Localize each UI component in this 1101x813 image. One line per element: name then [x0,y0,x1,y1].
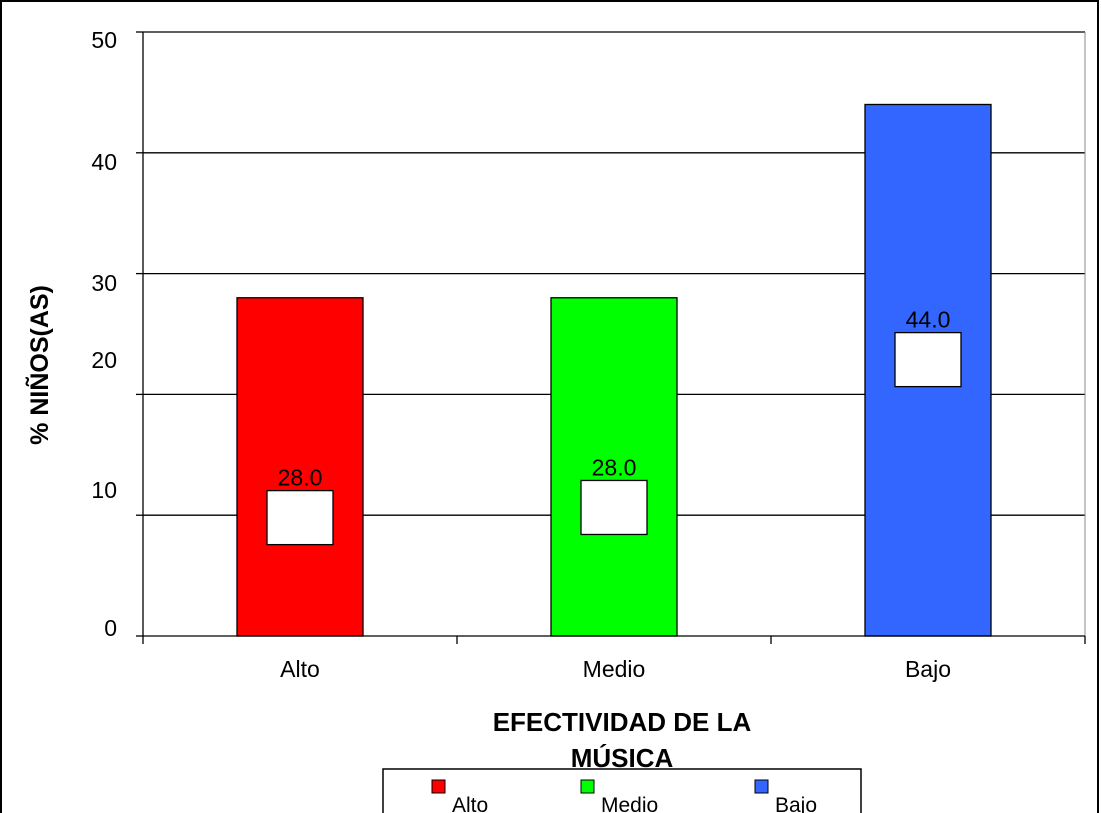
y-axis-title: % NIÑOS(AS) [24,285,54,445]
data-label: 44.0 [906,307,951,333]
bars [236,103,992,637]
y-tick-label: 20 [91,347,117,373]
data-label: 28.0 [278,465,323,491]
y-tick-label: 50 [91,27,117,53]
y-tick-label: 30 [91,270,117,296]
y-tick-label: 0 [104,615,117,641]
y-tick-label: 10 [91,477,117,503]
x-tick-label: Medio [583,656,646,682]
data-label: 28.0 [592,454,637,480]
data-label-box [580,479,648,536]
y-tick-labels: 0 10 20 30 40 50 [91,27,117,641]
data-label-box [266,489,334,546]
legend-label-alto: Alto [452,794,488,813]
legend-swatch-alto [431,779,446,794]
data-labels: 28.0 28.0 44.0 [266,307,962,546]
data-label-box [894,331,962,388]
x-tick-labels: Alto Medio Bajo [280,656,951,682]
x-axis-title-line-1: EFECTIVIDAD DE LA [493,707,752,737]
legend-swatch-bajo [754,779,769,794]
x-axis-title-line-2: MÚSICA [571,743,674,773]
legend-box [382,768,862,813]
x-tick-label: Bajo [905,656,951,682]
y-tick-label: 40 [91,149,117,175]
legend-label-bajo: Bajo [775,794,817,813]
legend: Alto Medio Bajo [382,768,862,813]
legend-swatch-medio [580,779,595,794]
axes [136,31,1086,644]
legend-label-medio: Medio [601,794,658,813]
bar-medio [550,297,678,637]
x-tick-label: Alto [280,656,320,682]
